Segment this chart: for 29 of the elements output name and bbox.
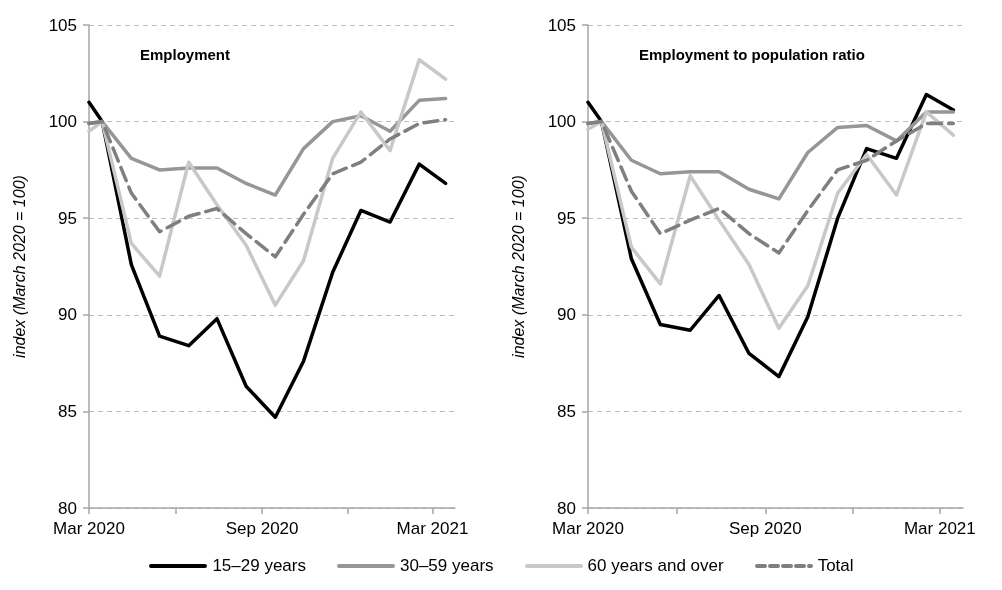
- y-axis-title: index (March 2020 = 100): [10, 175, 28, 358]
- y-tick-label: 100: [547, 112, 576, 132]
- y-tick-label: 95: [58, 208, 77, 228]
- y-tick-label: 85: [557, 401, 576, 421]
- x-tick-label: Sep 2020: [728, 519, 802, 538]
- legend-label: Total: [817, 556, 854, 576]
- y-tick-label: 90: [58, 305, 77, 325]
- line-series: [586, 119, 956, 255]
- y-axis-title: index (March 2020 = 100): [509, 175, 527, 358]
- y-tick-label: 80: [58, 498, 77, 518]
- y-tick-label: 95: [557, 208, 576, 228]
- y-tick-label: 100: [48, 112, 77, 132]
- legend-label: 30–59 years: [399, 556, 494, 576]
- line-series: [87, 117, 448, 259]
- y-tick-label: 90: [557, 305, 576, 325]
- x-tick-label: Sep 2020: [225, 519, 299, 538]
- y-tick-label: 105: [48, 15, 77, 35]
- x-tick-label: Mar 2021: [903, 519, 976, 538]
- x-tick-label: Mar 2020: [552, 519, 624, 538]
- legend-label: 60 years and over: [587, 556, 724, 576]
- text: Employment to population ratio: [639, 46, 865, 63]
- y-tick-label: 105: [547, 15, 576, 35]
- y-tick-label: 85: [58, 401, 77, 421]
- text: Employment: [140, 46, 231, 63]
- x-tick-label: Mar 2020: [53, 519, 125, 538]
- x-tick-label: Mar 2021: [396, 519, 469, 538]
- y-tick-label: 80: [557, 498, 576, 518]
- line-series: [87, 100, 448, 419]
- legend-label: 15–29 years: [212, 556, 306, 576]
